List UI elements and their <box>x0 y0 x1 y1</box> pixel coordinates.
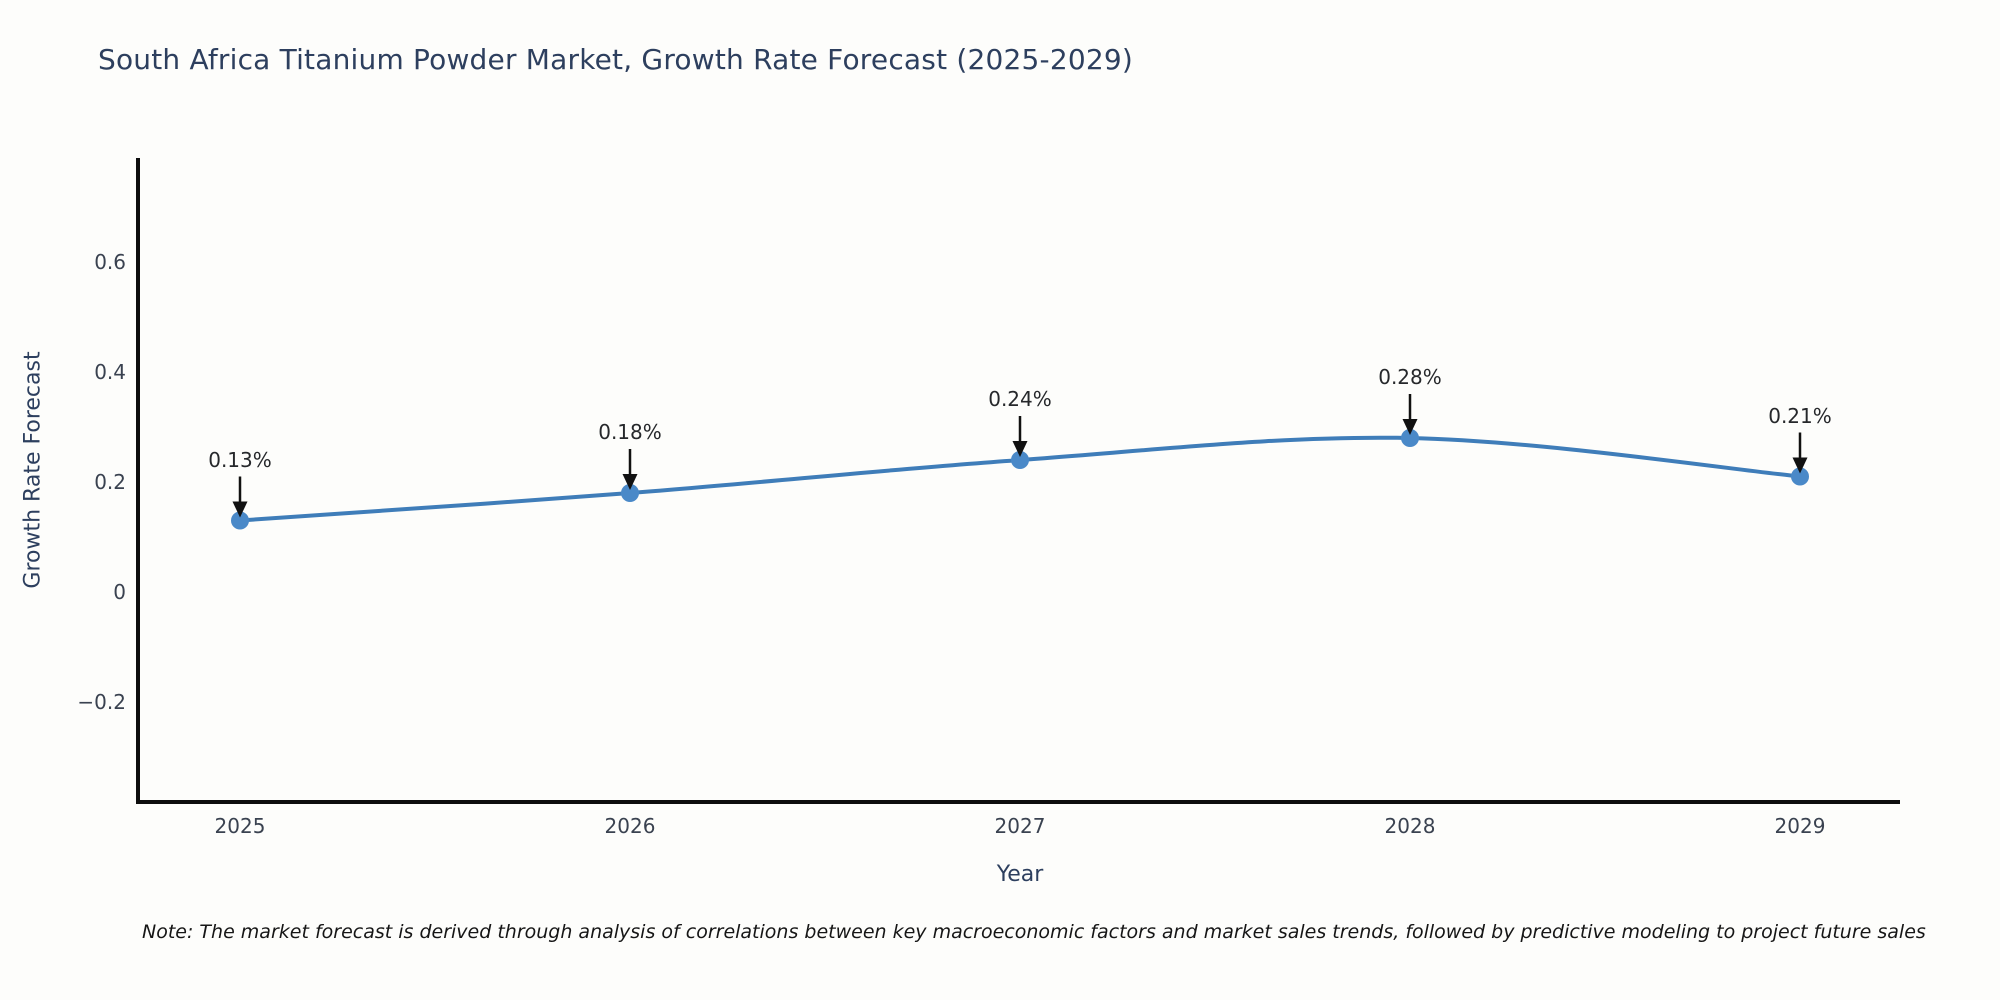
point-value-label: 0.13% <box>208 447 272 472</box>
x-axis-line <box>136 800 1900 804</box>
annotation-arrow-head <box>232 501 248 518</box>
y-tick-label: 0.2 <box>94 470 126 494</box>
data-point-2026 <box>621 484 639 502</box>
data-point-2028 <box>1401 429 1419 447</box>
point-value-label: 0.24% <box>988 387 1052 411</box>
x-tick-label: 2025 <box>214 814 266 838</box>
data-point-2029 <box>1791 467 1809 486</box>
annotation-arrow-head <box>1012 441 1028 457</box>
data-point-2025 <box>231 511 249 530</box>
y-tick-label: 0.6 <box>94 250 126 274</box>
y-tick-label: 0.4 <box>94 360 126 384</box>
annotation-arrow-head <box>1792 457 1808 474</box>
x-tick-label: 2026 <box>604 814 656 838</box>
annotation-arrow-head <box>1402 419 1418 435</box>
annotation-arrow-head <box>622 474 638 490</box>
y-tick-label: −0.2 <box>77 690 126 714</box>
x-tick-label: 2027 <box>994 814 1046 838</box>
x-axis-title: Year <box>996 862 1044 887</box>
point-value-label: 0.18% <box>598 420 662 444</box>
y-tick-label: 0 <box>113 580 126 604</box>
x-tick-label: 2029 <box>1774 814 1826 838</box>
footnote: Note: The market forecast is derived thr… <box>142 921 1926 943</box>
x-tick-label: 2028 <box>1384 814 1436 838</box>
y-axis-line <box>136 158 140 804</box>
data-point-2027 <box>1011 451 1029 469</box>
point-value-label: 0.28% <box>1378 365 1442 389</box>
point-value-label: 0.21% <box>1768 403 1832 428</box>
chart-title: South Africa Titanium Powder Market, Gro… <box>98 43 1134 76</box>
